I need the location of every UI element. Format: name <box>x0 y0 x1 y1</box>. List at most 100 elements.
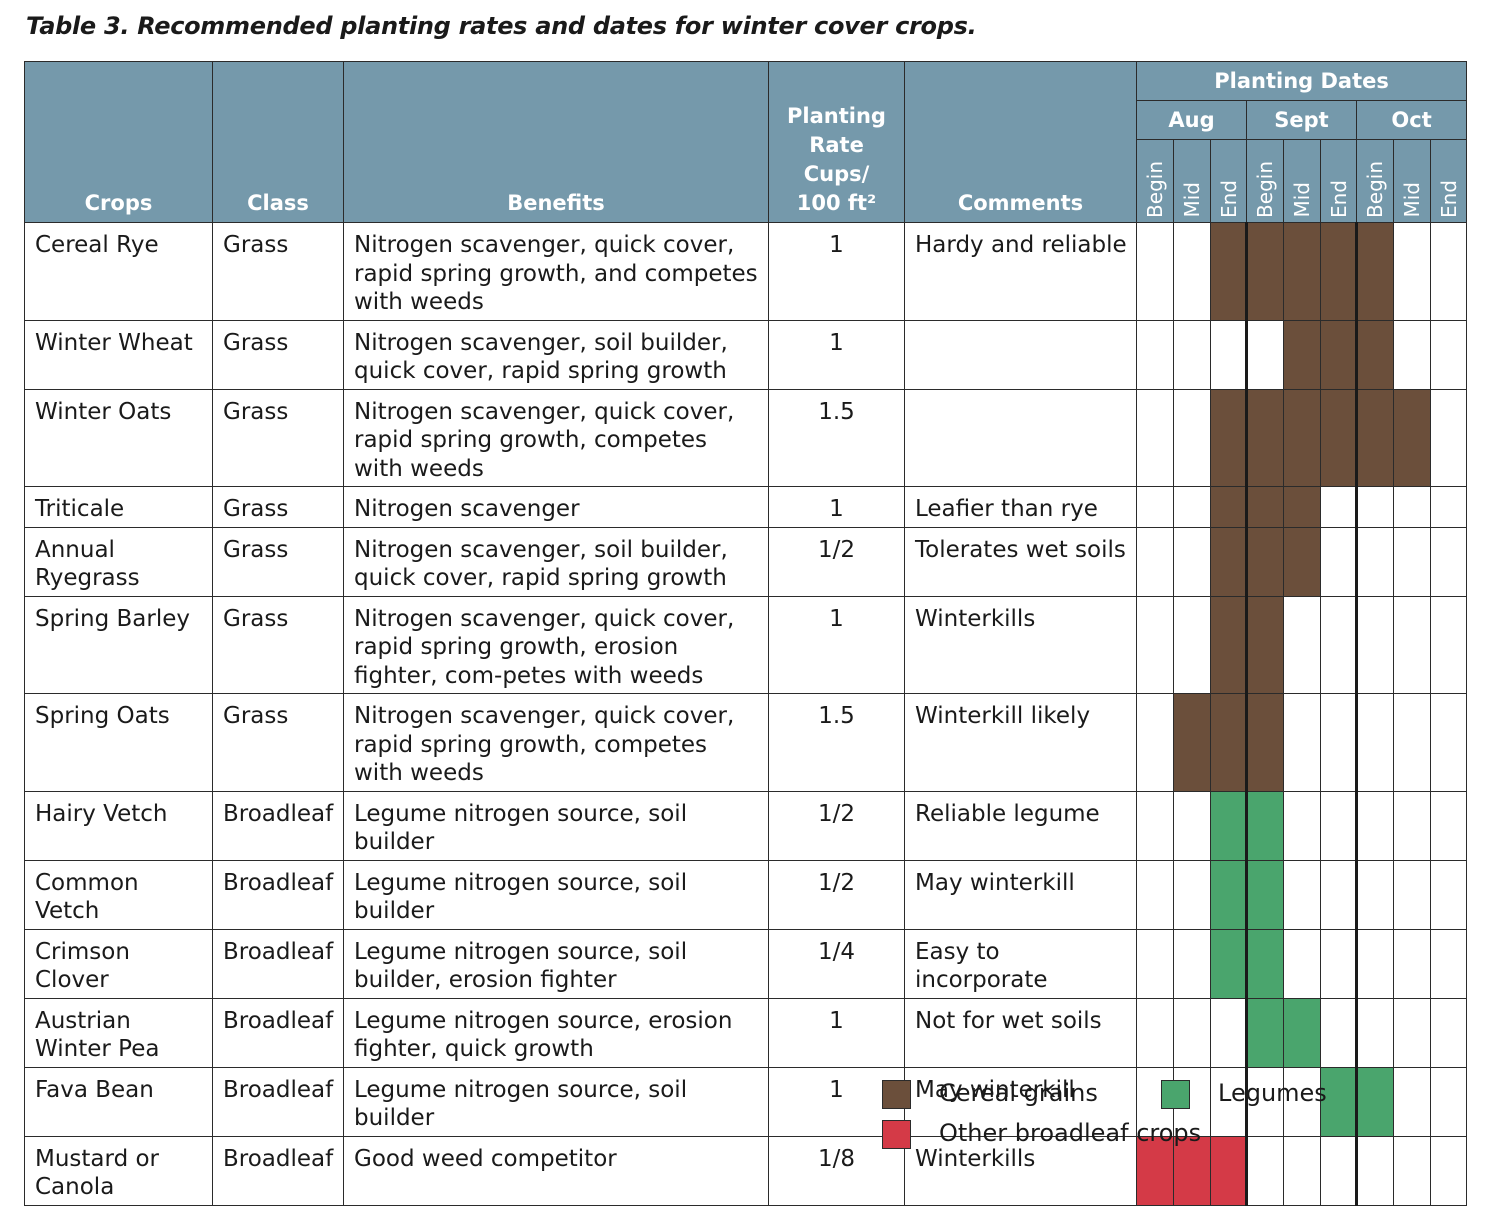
comments-cell: Tolerates wet soils <box>904 526 1137 597</box>
legend-cereal-label: Cereal grains <box>939 1079 1098 1107</box>
planting-period-legume <box>1283 997 1321 1068</box>
class-cell: Grass <box>212 388 344 487</box>
planting-period-cereal <box>1245 595 1284 694</box>
planting-period-empty <box>1210 997 1247 1068</box>
class-cell: Broadleaf <box>212 859 344 930</box>
period-label: Mid <box>1290 182 1314 218</box>
planting-period-legume <box>1245 928 1284 999</box>
class-cell: Grass <box>212 595 344 694</box>
table-row: Triticale Grass Nitrogen scavenger 1 Leafier… <box>24 486 1468 528</box>
planting-period-empty <box>1283 928 1321 999</box>
planting-period-legume <box>1210 859 1247 930</box>
planting-period-empty <box>1173 790 1211 861</box>
header-comments: Comments <box>904 61 1137 223</box>
benefits-cell: Legume nitrogen source, erosion fighter,… <box>343 997 769 1068</box>
planting-period-empty <box>1320 859 1357 930</box>
planting-period-cereal <box>1393 388 1431 487</box>
header-planting-rate: Planting Rate Cups/ 100 ft² <box>768 61 905 223</box>
planting-period-empty <box>1429 222 1468 321</box>
planting-period-cereal <box>1210 222 1247 321</box>
planting-period-empty <box>1429 1135 1468 1206</box>
rate-cell: 1 <box>768 997 905 1068</box>
planting-period-empty <box>1320 997 1357 1068</box>
planting-period-empty <box>1355 693 1394 792</box>
planting-period-empty <box>1283 1135 1321 1206</box>
planting-period-legume <box>1245 790 1284 861</box>
planting-period-empty <box>1136 486 1174 528</box>
planting-period-empty <box>1283 693 1321 792</box>
header-rate-line: 100 ft² <box>796 191 877 215</box>
planting-period-empty <box>1136 790 1174 861</box>
planting-period-empty <box>1355 526 1394 597</box>
planting-period-empty <box>1173 486 1211 528</box>
planting-period-legume <box>1245 997 1284 1068</box>
crop-cell: Fava Bean <box>24 1066 213 1137</box>
planting-period-empty <box>1393 486 1431 528</box>
comments-cell: Winterkill likely <box>904 693 1137 792</box>
rate-cell: 1.5 <box>768 693 905 792</box>
planting-period-empty <box>1355 486 1394 528</box>
planting-period-empty <box>1136 997 1174 1068</box>
planting-period-empty <box>1173 997 1211 1068</box>
planting-period-empty <box>1173 526 1211 597</box>
planting-period-empty <box>1355 790 1394 861</box>
planting-period-empty <box>1320 1135 1357 1206</box>
planting-period-empty <box>1245 1066 1284 1137</box>
planting-period-cereal <box>1245 222 1284 321</box>
crop-cell: Spring Barley <box>24 595 213 694</box>
planting-period-cereal <box>1283 388 1321 487</box>
class-cell: Broadleaf <box>212 997 344 1068</box>
header-period: Begin <box>1356 139 1394 223</box>
header-planting-dates: Planting Dates <box>1135 61 1468 101</box>
crop-cell: Mustard or Canola <box>24 1135 213 1206</box>
planting-period-legume <box>1210 928 1247 999</box>
planting-period-empty <box>1173 388 1211 487</box>
planting-period-empty <box>1136 595 1174 694</box>
crop-cell: Austrian Winter Pea <box>24 997 213 1068</box>
planting-period-cereal <box>1320 388 1357 487</box>
planting-period-cereal <box>1245 526 1284 597</box>
planting-period-empty <box>1393 693 1431 792</box>
planting-period-empty <box>1136 526 1174 597</box>
planting-period-empty <box>1429 526 1468 597</box>
planting-period-empty <box>1173 222 1211 321</box>
header-crops: Crops <box>24 61 213 223</box>
benefits-cell: Good weed competitor <box>343 1135 769 1206</box>
table-row: Winter Wheat Grass Nitrogen scavenger, soi… <box>24 319 1468 390</box>
planting-period-empty <box>1283 595 1321 694</box>
planting-period-empty <box>1355 997 1394 1068</box>
class-cell: Grass <box>212 486 344 528</box>
table-row: Mustard or Canola Broadleaf Good weed comp… <box>24 1135 1468 1206</box>
planting-period-empty <box>1245 1135 1284 1206</box>
benefits-cell: Nitrogen scavenger, quick cover, rapid s… <box>343 222 769 321</box>
header-period: Mid <box>1173 139 1211 223</box>
planting-period-cereal <box>1283 526 1321 597</box>
comments-cell: Not for wet soils <box>904 997 1137 1068</box>
class-cell: Broadleaf <box>212 1135 344 1206</box>
planting-period-cereal <box>1210 526 1247 597</box>
planting-period-empty <box>1136 388 1174 487</box>
period-label: Mid <box>1180 182 1204 218</box>
planting-period-legume <box>1210 790 1247 861</box>
header-benefits: Benefits <box>343 61 769 223</box>
planting-period-empty <box>1283 859 1321 930</box>
crop-cell: Winter Wheat <box>24 319 213 390</box>
crop-cell: Crimson Clover <box>24 928 213 999</box>
header-period: End <box>1320 139 1357 223</box>
cereal-swatch <box>882 1080 911 1109</box>
comments-cell: Easy to incorporate <box>904 928 1137 999</box>
planting-period-cereal <box>1320 319 1357 390</box>
class-cell: Grass <box>212 526 344 597</box>
table-caption: Table 3. Recommended planting rates and … <box>26 12 977 40</box>
benefits-cell: Legume nitrogen source, soil builder <box>343 790 769 861</box>
class-cell: Broadleaf <box>212 790 344 861</box>
header-rate-line: Rate <box>809 133 864 157</box>
planting-period-empty <box>1429 859 1468 930</box>
planting-period-empty <box>1320 486 1357 528</box>
header-period: Mid <box>1283 139 1321 223</box>
planting-period-empty <box>1245 319 1284 390</box>
benefits-cell: Nitrogen scavenger, quick cover, rapid s… <box>343 595 769 694</box>
planting-period-empty <box>1136 693 1174 792</box>
planting-period-empty <box>1173 928 1211 999</box>
header-rate-line: Cups/ <box>803 162 870 186</box>
